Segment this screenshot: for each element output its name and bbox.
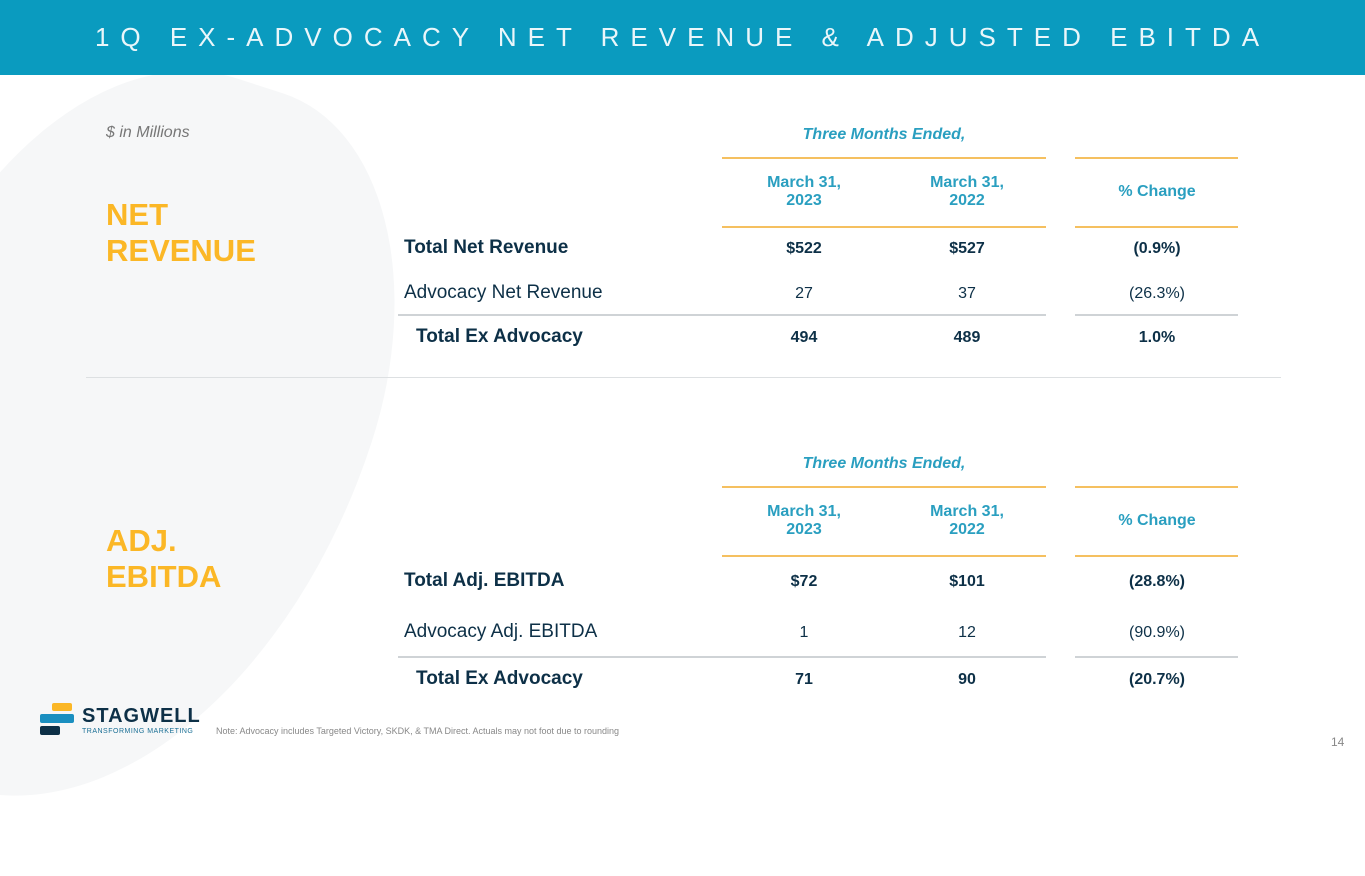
header-rule: [1075, 555, 1238, 557]
section-divider: [86, 377, 1281, 378]
row-label: Advocacy Adj. EBITDA: [404, 621, 598, 642]
page-number: 14: [1331, 735, 1345, 749]
total-rule: [1075, 656, 1238, 658]
row-value: (20.7%): [1128, 671, 1186, 688]
column-header: March 31, 2023: [767, 503, 841, 538]
row-value: (26.3%): [1128, 285, 1186, 302]
total-rule: [398, 314, 1046, 316]
background-shape: [0, 4, 466, 876]
header-rule: [722, 555, 1046, 557]
row-label: Total Adj. EBITDA: [404, 570, 565, 591]
period-header: Three Months Ended,: [802, 455, 966, 472]
header-rule: [1075, 486, 1238, 488]
row-label: Total Net Revenue: [404, 237, 569, 258]
header-rule: [722, 486, 1046, 488]
row-value: 27: [795, 285, 813, 302]
row-value: $527: [949, 240, 985, 257]
logo-wordmark: STAGWELL: [82, 705, 201, 727]
period-header: Three Months Ended,: [802, 126, 966, 143]
title-bar: 1Q EX-ADVOCACY NET REVENUE & ADJUSTED EB…: [0, 0, 1365, 75]
stagwell-mark-icon: [40, 703, 74, 735]
slide-title: 1Q EX-ADVOCACY NET REVENUE & ADJUSTED EB…: [94, 22, 1271, 52]
row-value: (0.9%): [1133, 240, 1181, 257]
row-label: Advocacy Net Revenue: [404, 282, 603, 303]
section-label-line: REVENUE: [106, 233, 256, 268]
total-rule: [398, 656, 1046, 658]
row-value: 1.0%: [1138, 329, 1176, 346]
section-label-line: ADJ.: [106, 523, 177, 558]
row-value: $72: [790, 573, 818, 590]
section-label-line: NET: [106, 197, 168, 232]
header-rule: [722, 226, 1046, 228]
row-value: 37: [958, 285, 976, 302]
row-value: (90.9%): [1128, 624, 1186, 641]
header-rule: [1075, 226, 1238, 228]
units-label: $ in Millions: [106, 124, 190, 141]
row-value: $101: [949, 573, 985, 590]
header-rule: [1075, 157, 1238, 159]
row-value: 494: [790, 329, 818, 346]
row-label: Total Ex Advocacy: [416, 326, 583, 347]
column-header: March 31, 2022: [930, 503, 1004, 538]
row-value: 90: [958, 671, 976, 688]
row-value: $522: [786, 240, 822, 257]
stagwell-logo: STAGWELL TRANSFORMING MARKETING: [40, 703, 200, 740]
row-value: 71: [795, 671, 813, 688]
column-header: March 31, 2023: [767, 174, 841, 209]
footnote: Note: Advocacy includes Targeted Victory…: [216, 726, 620, 736]
row-value: 489: [953, 329, 981, 346]
section-label: NET REVENUE: [106, 197, 256, 269]
section-label: ADJ. EBITDA: [106, 523, 221, 595]
column-header: March 31, 2022: [930, 174, 1004, 209]
header-rule: [722, 157, 1046, 159]
row-value: 1: [799, 624, 809, 641]
row-label: Total Ex Advocacy: [416, 668, 583, 689]
section-label-line: EBITDA: [106, 559, 222, 594]
row-value: (28.8%): [1128, 573, 1186, 590]
column-header: % Change: [1118, 183, 1196, 200]
logo-tagline: TRANSFORMING MARKETING: [82, 728, 194, 735]
column-header: % Change: [1118, 512, 1196, 529]
total-rule: [1075, 314, 1238, 316]
row-value: 12: [958, 624, 976, 641]
